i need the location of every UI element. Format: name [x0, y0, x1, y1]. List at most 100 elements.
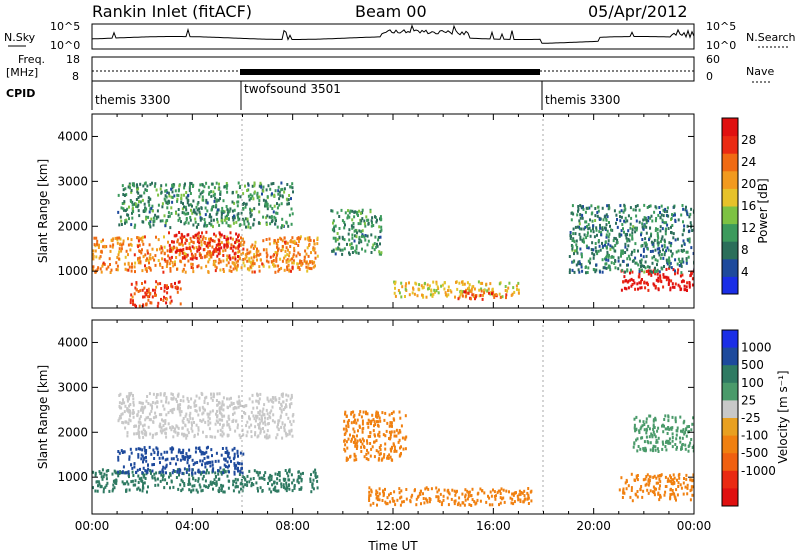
- heatmap-cell: [457, 297, 460, 301]
- heatmap-cell: [579, 204, 582, 208]
- colorbar-tick-label: 24: [741, 155, 756, 169]
- heatmap-cell: [269, 187, 272, 191]
- heatmap-cell: [177, 403, 180, 407]
- heatmap-cell: [665, 249, 667, 253]
- heatmap-cell: [135, 204, 138, 208]
- heatmap-cell: [181, 432, 183, 436]
- heatmap-cell: [579, 216, 582, 220]
- heatmap-cell: [498, 282, 501, 286]
- heatmap-cell: [466, 281, 469, 285]
- heatmap-cell: [210, 482, 213, 486]
- heatmap-cell: [367, 239, 370, 243]
- heatmap-cell: [203, 185, 206, 189]
- heatmap-cell: [161, 249, 164, 253]
- heatmap-cell: [646, 265, 649, 269]
- heatmap-cell: [384, 411, 387, 415]
- heatmap-cell: [352, 225, 355, 229]
- heatmap-cell: [275, 257, 278, 261]
- heatmap-cell: [242, 251, 244, 255]
- heatmap-cell: [199, 192, 202, 196]
- heatmap-cell: [131, 182, 134, 186]
- heatmap-cell: [645, 417, 648, 421]
- heatmap-cell: [630, 486, 633, 490]
- heatmap-cell: [150, 301, 153, 305]
- heatmap-cell: [182, 434, 185, 438]
- heatmap-cell: [92, 486, 94, 490]
- heatmap-cell: [304, 237, 307, 241]
- heatmap-cell: [249, 226, 252, 230]
- heatmap-cell: [225, 238, 228, 242]
- heatmap-cell: [132, 403, 135, 407]
- heatmap-cell: [639, 427, 642, 431]
- heatmap-cell: [244, 483, 247, 487]
- heatmap-cell: [184, 433, 187, 437]
- heatmap-cell: [186, 434, 189, 438]
- y-tick-label: 4000: [57, 335, 88, 349]
- heatmap-cell: [149, 266, 152, 270]
- colorbar-swatch: [722, 276, 738, 295]
- heatmap-cell: [196, 236, 199, 240]
- heatmap-cell: [139, 194, 142, 198]
- heatmap-cell: [680, 213, 683, 217]
- heatmap-cell: [200, 243, 203, 247]
- heatmap-cell: [276, 211, 279, 215]
- heatmap-cell: [268, 215, 271, 219]
- heatmap-cell: [378, 453, 381, 457]
- heatmap-cell: [164, 224, 167, 228]
- heatmap-cell: [285, 403, 287, 407]
- heatmap-cell: [692, 277, 694, 281]
- heatmap-cell: [202, 198, 205, 202]
- heatmap-cell: [642, 218, 645, 222]
- heatmap-cell: [126, 434, 129, 438]
- heatmap-cell: [178, 448, 181, 452]
- heatmap-cell: [435, 280, 438, 284]
- heatmap-cell: [94, 473, 97, 477]
- heatmap-cell: [640, 258, 643, 262]
- heatmap-cell: [274, 270, 277, 274]
- heatmap-cell: [237, 212, 240, 216]
- heatmap-cell: [292, 419, 295, 423]
- heatmap-cell: [516, 287, 518, 291]
- heatmap-cell: [236, 263, 239, 267]
- heatmap-cell: [184, 455, 187, 459]
- heatmap-cell: [474, 295, 477, 299]
- heatmap-cell: [365, 452, 368, 456]
- heatmap-cell: [657, 276, 660, 280]
- heatmap-cell: [374, 235, 377, 239]
- heatmap-cell: [663, 221, 666, 225]
- heatmap-cell: [275, 241, 278, 245]
- heatmap-cell: [216, 392, 219, 396]
- heatmap-cell: [647, 441, 650, 445]
- heatmap-cell: [198, 207, 200, 211]
- heatmap-cell: [253, 255, 256, 259]
- heatmap-cell: [184, 270, 187, 274]
- heatmap-cell: [334, 224, 337, 228]
- heatmap-cell: [645, 420, 648, 424]
- heatmap-cell: [142, 255, 145, 259]
- heatmap-cell: [167, 254, 170, 258]
- heatmap-cell: [243, 219, 246, 223]
- heatmap-cell: [263, 430, 266, 434]
- heatmap-cell: [238, 490, 241, 494]
- heatmap-cell: [145, 451, 147, 455]
- heatmap-cell: [280, 226, 283, 230]
- heatmap-cell: [249, 477, 252, 481]
- heatmap-cell: [156, 209, 159, 213]
- heatmap-cell: [224, 248, 227, 252]
- heatmap-cell: [276, 481, 279, 485]
- heatmap-cell: [366, 441, 369, 445]
- heatmap-cell: [240, 211, 243, 215]
- heatmap-cell: [614, 244, 617, 247]
- heatmap-cell: [254, 414, 257, 418]
- heatmap-cell: [581, 213, 584, 217]
- heatmap-cell: [601, 206, 604, 210]
- heatmap-cell: [246, 267, 249, 271]
- heatmap-cell: [258, 202, 261, 206]
- heatmap-cell: [358, 425, 361, 429]
- heatmap-cell: [640, 485, 643, 488]
- heatmap-cell: [647, 272, 650, 276]
- heatmap-cell: [375, 245, 378, 249]
- heatmap-cell: [196, 248, 199, 252]
- heatmap-cell: [109, 249, 112, 253]
